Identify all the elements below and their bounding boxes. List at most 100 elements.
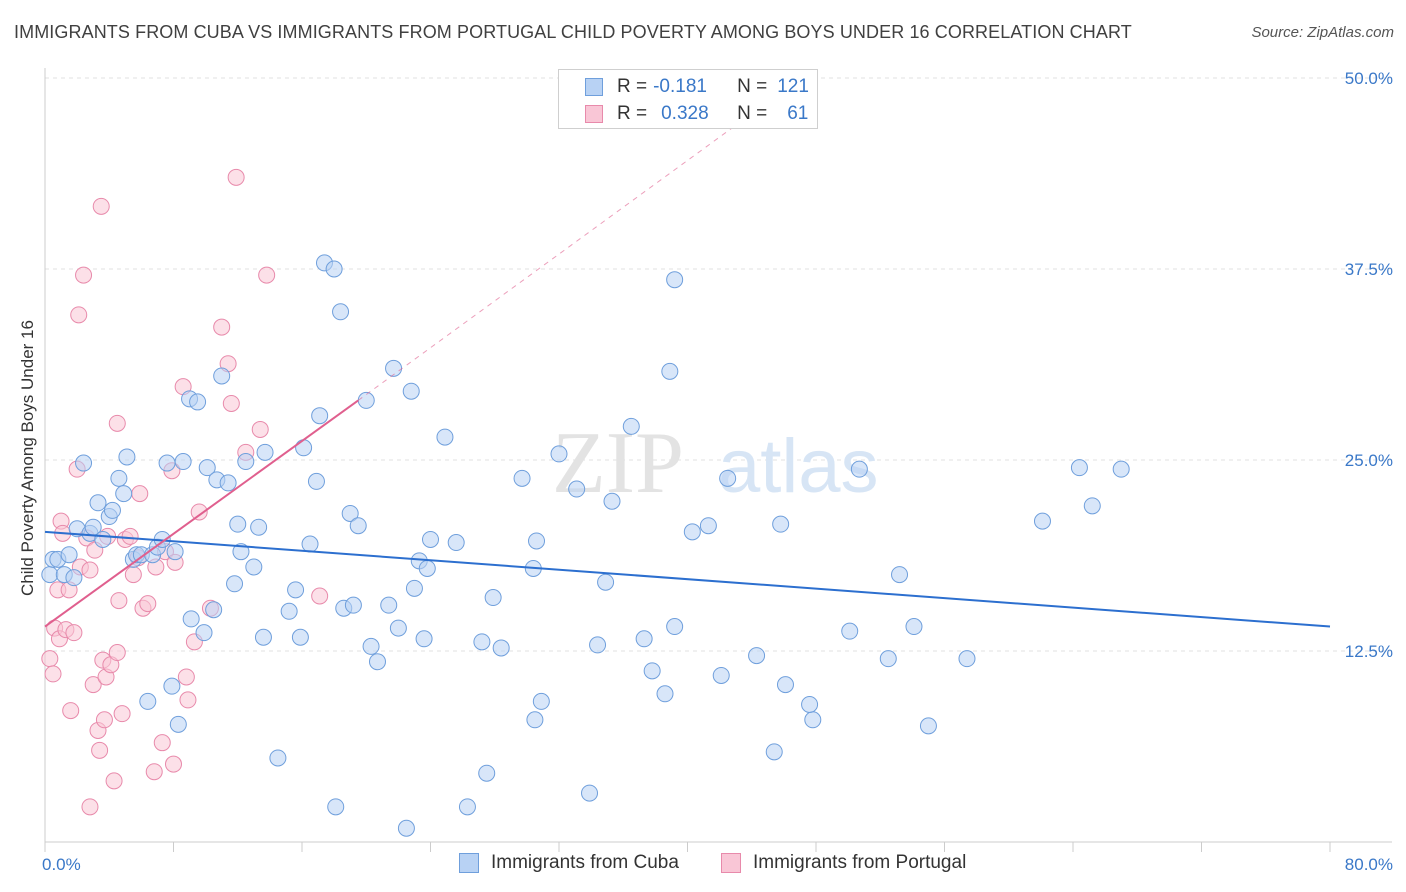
cuba-point bbox=[418, 559, 436, 577]
legend-r-label: R = bbox=[617, 103, 648, 124]
portugal-point bbox=[81, 561, 99, 579]
cuba-point bbox=[801, 695, 819, 713]
cuba-point bbox=[850, 460, 868, 478]
legend-r-portugal: 0.328 bbox=[661, 103, 709, 124]
cuba-point bbox=[254, 628, 272, 646]
cuba-point bbox=[325, 260, 343, 278]
portugal-point bbox=[179, 691, 197, 709]
cuba-point bbox=[581, 784, 599, 802]
portugal-point bbox=[131, 485, 149, 503]
cuba-point bbox=[603, 492, 621, 510]
cuba-point bbox=[301, 535, 319, 553]
cuba-point bbox=[166, 543, 184, 561]
cuba-point bbox=[597, 573, 615, 591]
y-tick-label: 50.0% bbox=[1345, 69, 1393, 88]
cuba-point bbox=[385, 359, 403, 377]
cuba-point bbox=[699, 517, 717, 535]
cuba-point bbox=[245, 558, 263, 576]
cuba-point bbox=[397, 819, 415, 837]
cuba-point bbox=[368, 653, 386, 671]
legend-row-cuba: R = -0.181 N = 121 bbox=[559, 74, 809, 100]
cuba-point bbox=[719, 469, 737, 487]
cuba-point bbox=[905, 618, 923, 636]
cuba-point bbox=[635, 630, 653, 648]
legend-n-portugal: 61 bbox=[787, 103, 809, 124]
cuba-point bbox=[666, 618, 684, 636]
cuba-point bbox=[484, 589, 502, 607]
portugal-point bbox=[41, 650, 59, 668]
portugal-trend-extension bbox=[357, 89, 785, 401]
x-tick-label: 0.0% bbox=[42, 855, 81, 874]
cuba-point bbox=[307, 472, 325, 490]
cuba-point bbox=[415, 630, 433, 648]
cuba-point bbox=[492, 639, 510, 657]
portugal-points bbox=[41, 168, 329, 816]
cuba-point bbox=[447, 534, 465, 552]
cuba-point bbox=[362, 637, 380, 655]
cuba-point bbox=[115, 485, 133, 503]
cuba-point bbox=[656, 685, 674, 703]
legend-r-cuba: -0.181 bbox=[653, 76, 707, 97]
y-tick-label: 25.0% bbox=[1345, 451, 1393, 470]
cuba-point bbox=[436, 428, 454, 446]
portugal-point bbox=[92, 197, 110, 215]
legend-row-portugal: R = 0.328 N = 61 bbox=[559, 101, 808, 127]
cuba-point bbox=[89, 494, 107, 512]
cuba-point bbox=[1070, 459, 1088, 477]
cuba-point bbox=[1033, 512, 1051, 530]
cuba-point bbox=[919, 717, 937, 735]
portugal-point bbox=[95, 711, 113, 729]
cuba-point bbox=[357, 391, 375, 409]
series-legend-portugal[interactable]: Immigrants from Portugal bbox=[721, 852, 966, 874]
cuba-point bbox=[891, 566, 909, 584]
cuba-point bbox=[195, 624, 213, 642]
cuba-point bbox=[344, 596, 362, 614]
portugal-point bbox=[44, 665, 62, 683]
cuba-point bbox=[478, 764, 496, 782]
series-legend-cuba[interactable]: Immigrants from Cuba bbox=[459, 852, 679, 874]
portugal-point bbox=[177, 668, 195, 686]
cuba-trend-line bbox=[44, 530, 1331, 628]
cuba-point bbox=[712, 666, 730, 684]
cuba-point bbox=[250, 518, 268, 536]
cuba-point bbox=[402, 382, 420, 400]
cuba-point bbox=[198, 459, 216, 477]
legend-swatch-portugal bbox=[585, 105, 603, 123]
cuba-point bbox=[643, 662, 661, 680]
portugal-point bbox=[65, 624, 83, 642]
legend-swatch-cuba bbox=[585, 78, 603, 96]
series-swatch-cuba bbox=[459, 853, 479, 873]
cuba-point bbox=[473, 633, 491, 651]
portugal-point bbox=[113, 705, 131, 723]
portugal-point bbox=[258, 266, 276, 284]
cuba-point bbox=[65, 569, 83, 587]
cuba-point bbox=[666, 271, 684, 289]
portugal-point bbox=[153, 734, 171, 752]
cuba-point bbox=[163, 677, 181, 695]
legend-n-cuba: 121 bbox=[777, 76, 809, 97]
series-swatch-portugal bbox=[721, 853, 741, 873]
portugal-trend-line bbox=[44, 399, 359, 628]
portugal-point bbox=[222, 394, 240, 412]
cuba-point bbox=[291, 628, 309, 646]
cuba-point bbox=[287, 581, 305, 599]
portugal-point bbox=[110, 592, 128, 610]
cuba-point bbox=[226, 575, 244, 593]
cuba-point bbox=[229, 515, 247, 533]
cuba-point bbox=[237, 453, 255, 471]
portugal-point bbox=[62, 702, 80, 720]
cuba-point bbox=[661, 362, 679, 380]
portugal-point bbox=[75, 266, 93, 284]
cuba-point bbox=[513, 469, 531, 487]
trend-lines bbox=[44, 89, 1331, 628]
cuba-point bbox=[589, 636, 607, 654]
cuba-point bbox=[526, 711, 544, 729]
cuba-point bbox=[118, 448, 136, 466]
cuba-point bbox=[189, 393, 207, 411]
y-tick-label: 12.5% bbox=[1345, 642, 1393, 661]
legend-n-label: N = bbox=[737, 103, 768, 124]
portugal-point bbox=[311, 587, 329, 605]
portugal-point bbox=[145, 763, 163, 781]
portugal-point bbox=[121, 527, 139, 545]
